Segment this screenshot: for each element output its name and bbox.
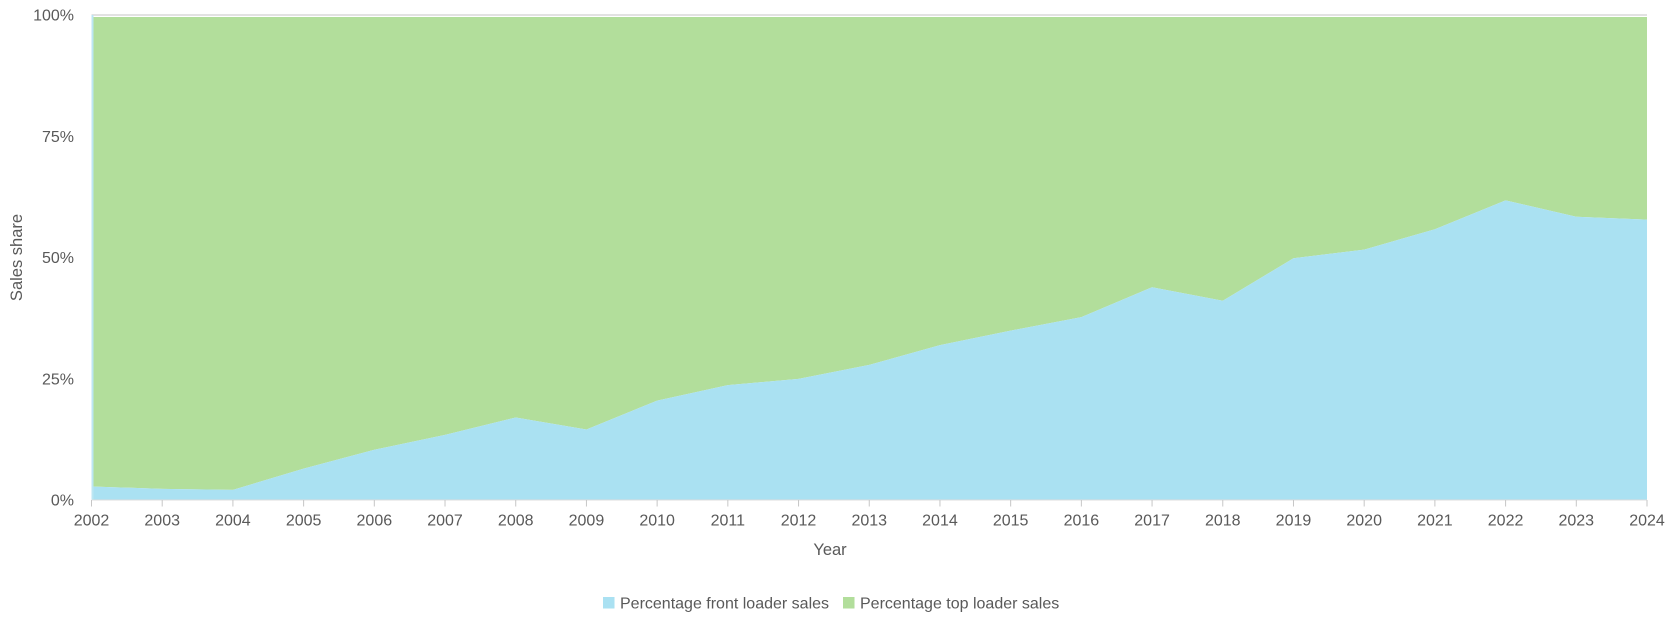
x-tick-label: 2006 [357,513,393,530]
y-tick-label: 25% [42,371,74,388]
legend-label-front-loader: Percentage front loader sales [620,596,829,613]
legend-item-front-loader: Percentage front loader sales [603,596,829,613]
legend-item-top-loader: Percentage top loader sales [843,596,1059,613]
x-tick-label: 2013 [851,513,887,530]
x-tick-label: 2016 [1064,513,1100,530]
x-tick-label: 2021 [1417,513,1453,530]
x-tick-label: 2019 [1276,513,1312,530]
x-tick-label: 2011 [711,513,746,530]
x-tick-label: 2010 [639,513,675,530]
x-tick-label: 2015 [993,513,1029,530]
y-tick-label: 75% [42,129,74,146]
x-tick-label: 2002 [74,513,110,530]
y-axis-tick-labels: 100% 75% 50% 25% 0% [33,8,74,510]
legend-label-top-loader: Percentage top loader sales [860,596,1059,613]
x-tick-label: 2024 [1629,513,1665,530]
x-tick-label: 2017 [1134,513,1170,530]
y-tick-label: 0% [51,493,74,510]
x-tick-label: 2012 [781,513,817,530]
front-loader-swatch-icon [603,597,615,609]
x-tick-label: 2014 [922,513,958,530]
y-tick-label: 100% [33,8,74,25]
x-tick-label: 2023 [1558,513,1594,530]
x-tick-label: 2022 [1488,513,1524,530]
top-loader-swatch-icon [843,597,855,609]
legend: Percentage front loader sales Percentage… [603,596,1059,613]
x-axis-tick-labels: 2002 2003 2004 2005 2006 2007 2008 2009 2010 2011… [74,513,1665,530]
x-tick-label: 2008 [498,513,534,530]
x-tick-label: 2003 [144,513,180,530]
x-tick-label: 2018 [1205,513,1241,530]
x-axis-title: Year [813,541,847,559]
y-tick-label: 50% [42,250,74,267]
front-loader-area [91,200,1647,500]
top-loader-area [91,17,1647,490]
x-tick-label: 2007 [427,513,463,530]
x-tick-label: 2005 [286,513,322,530]
x-tick-label: 2004 [215,513,251,530]
x-tick-label: 2009 [569,513,605,530]
x-tick-label: 2020 [1346,513,1382,530]
x-axis-tick-marks [91,500,1648,507]
y-axis-title: Sales share [8,214,26,301]
